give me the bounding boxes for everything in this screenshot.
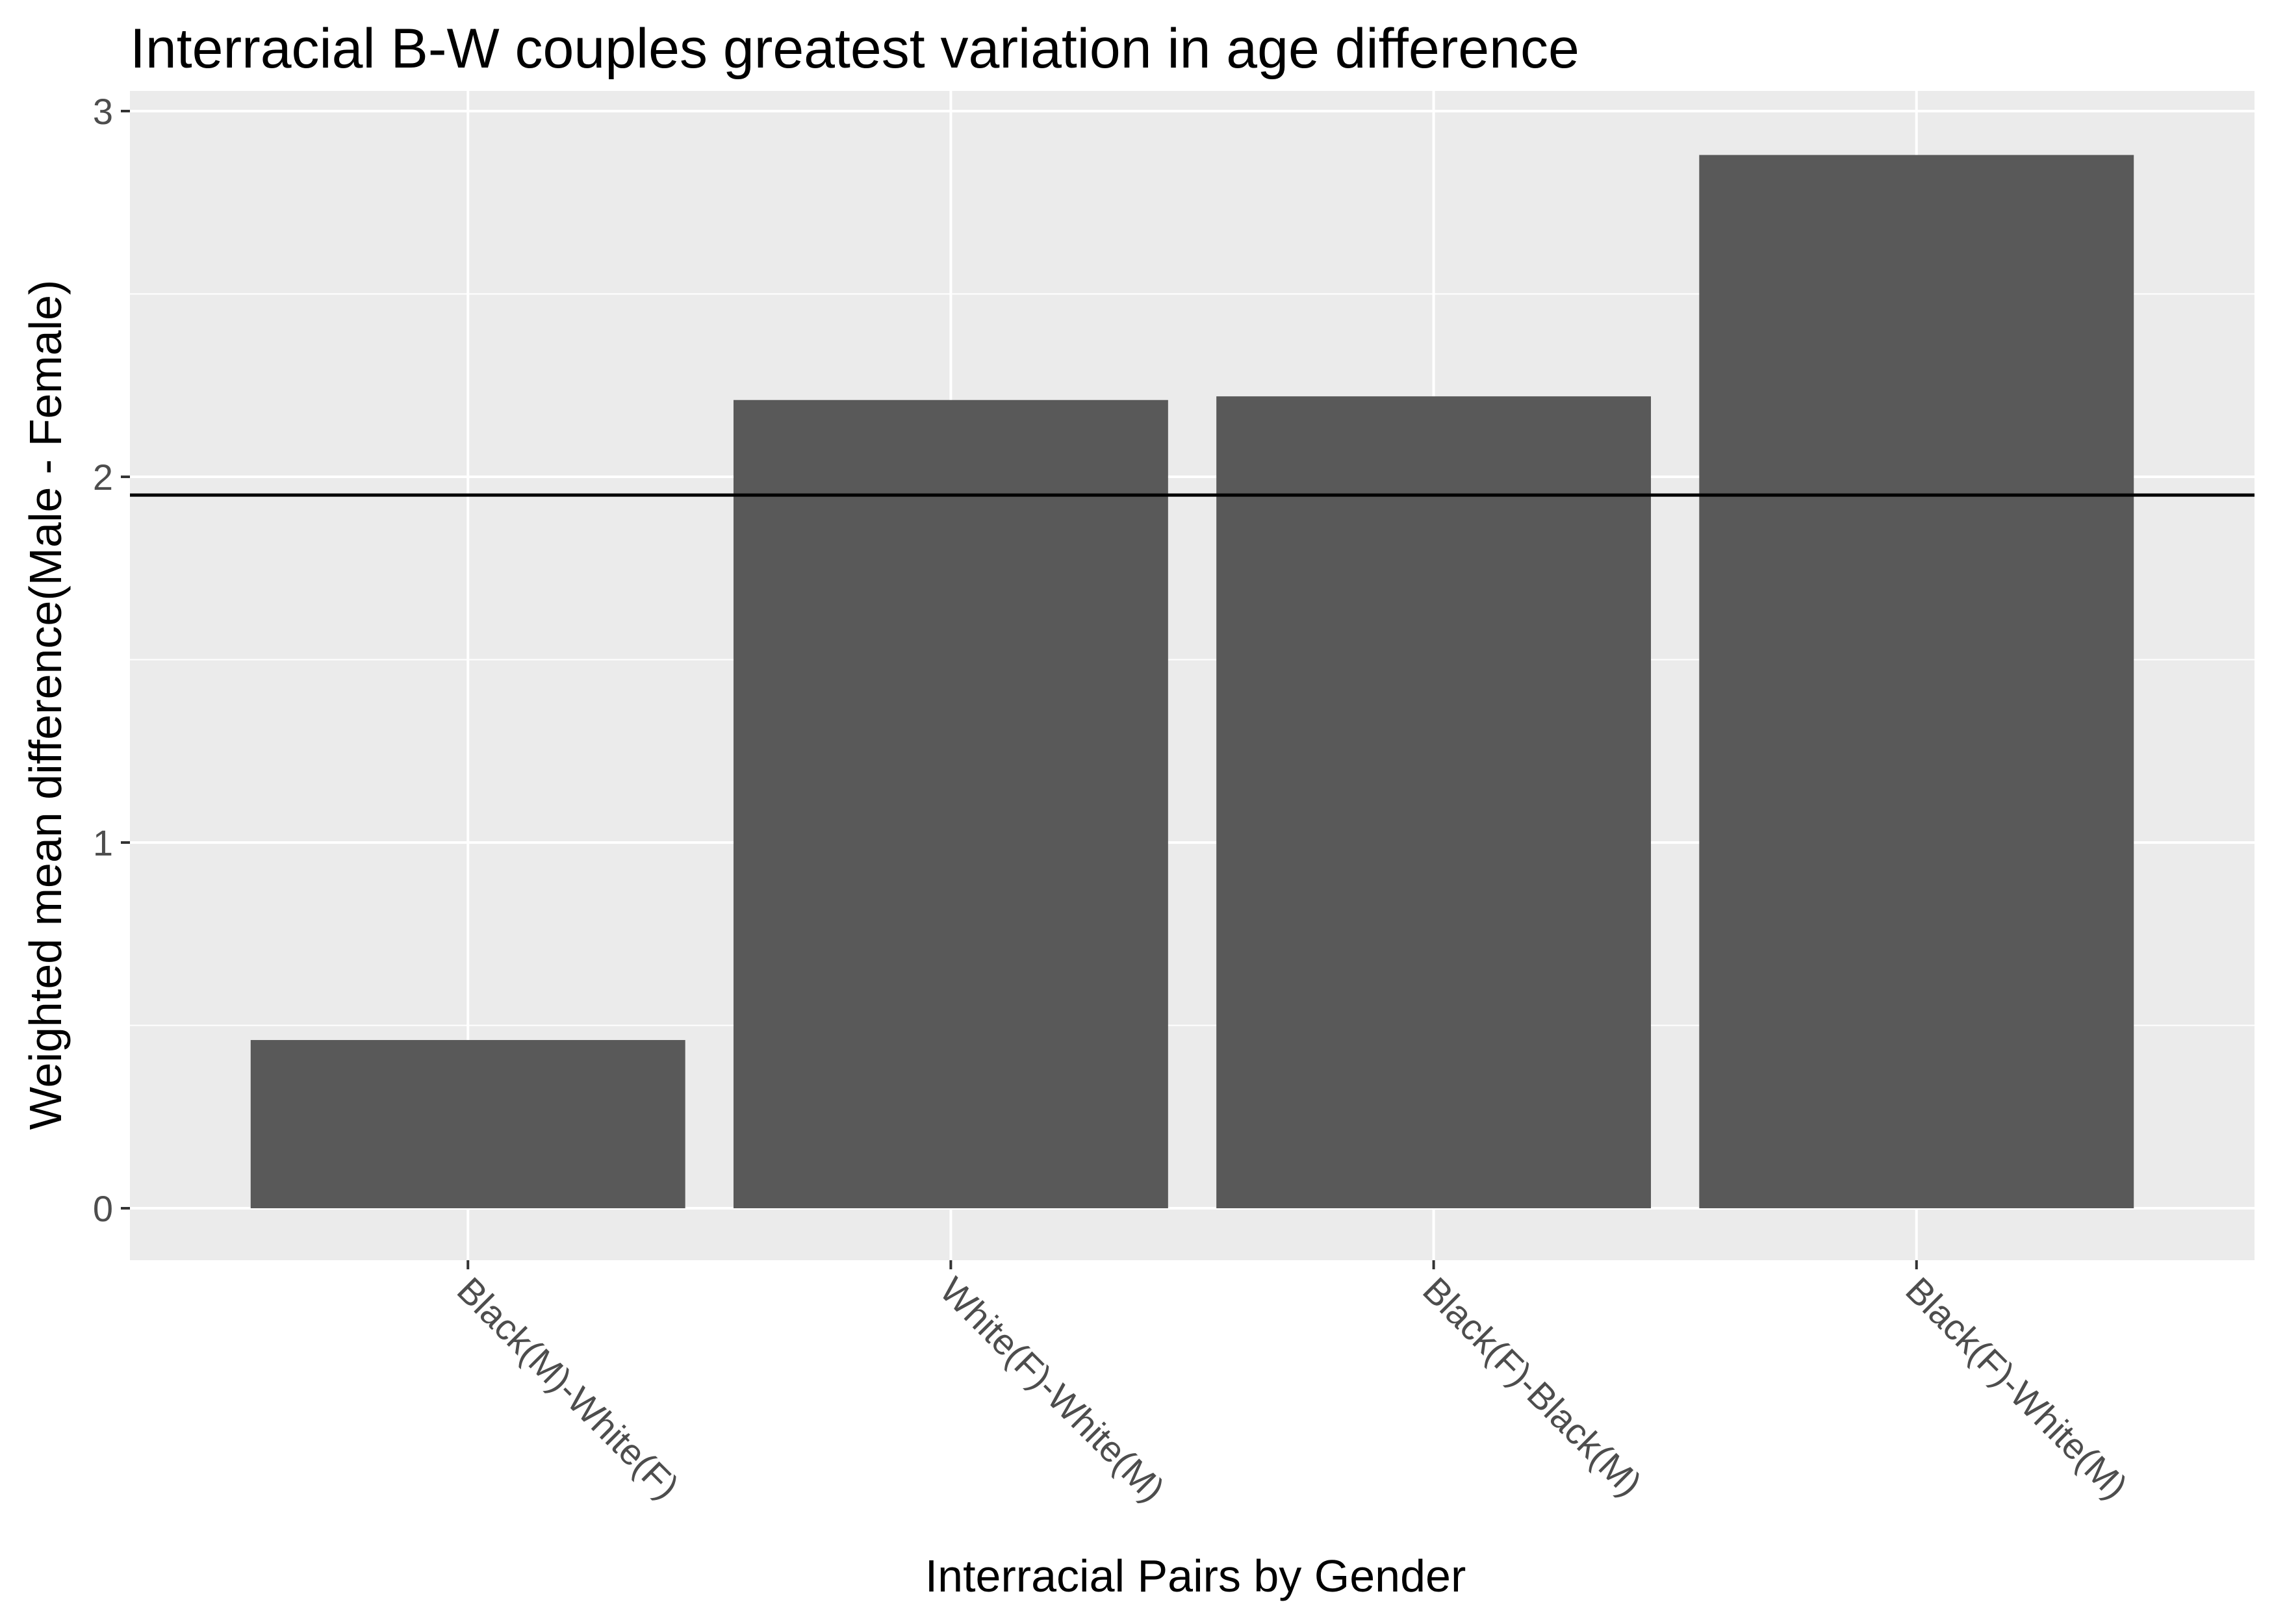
x-tick-label: Black(M)-White(F)	[450, 1269, 687, 1507]
x-tick-label: White(F)-White(M)	[932, 1269, 1173, 1510]
x-tick-label: Black(F)-White(M)	[1898, 1269, 2136, 1507]
x-tick-label: Black(F)-Black(M)	[1415, 1269, 1650, 1504]
y-tick-label: 2	[93, 457, 113, 498]
y-tick-label: 1	[93, 822, 113, 863]
bar-black-f-black-m	[1216, 396, 1652, 1208]
plot-area: 0 1 2 3 Black(M)-White(F) White(F)-White(M) Bl…	[93, 91, 2255, 1510]
y-tick-label: 3	[93, 91, 113, 132]
chart-title: Interracial B-W couples greatest variati…	[130, 18, 1579, 80]
y-axis-title: Weighted mean difference(Male - Female)	[20, 280, 71, 1130]
bar-white-f-white-m	[733, 400, 1168, 1208]
x-axis-title: Interracial Pairs by Gender	[925, 1551, 1466, 1601]
bar-black-f-white-m	[1699, 155, 2134, 1208]
y-tick-label: 0	[93, 1188, 113, 1229]
bar-black-m-white-f	[250, 1040, 685, 1208]
